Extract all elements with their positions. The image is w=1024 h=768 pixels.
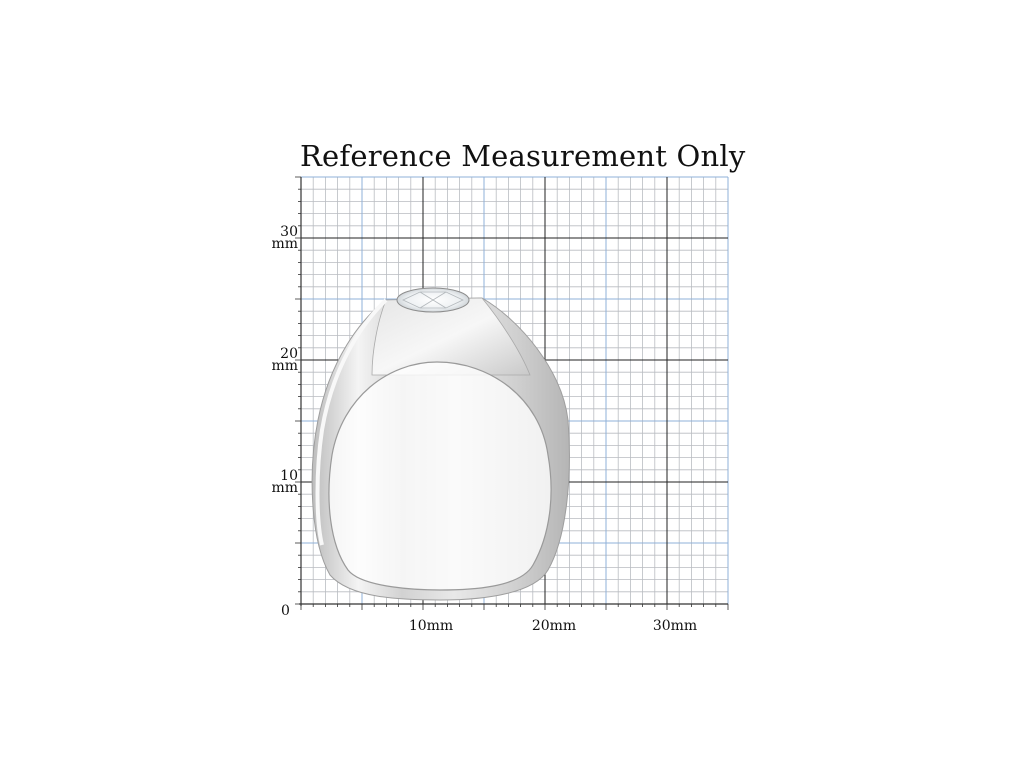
- y-label-30: 30 mm: [266, 224, 298, 252]
- ring-top-plate: [371, 297, 531, 376]
- ring-inner-opening: [328, 361, 552, 591]
- ring-bevel-left: [315, 298, 388, 546]
- y-label-10-value: 10: [280, 468, 298, 484]
- y-label-20: 20 mm: [266, 346, 298, 374]
- x-label-30mm: 30mm: [652, 618, 698, 634]
- x-label-10mm: 10mm: [408, 618, 454, 634]
- x-label-20mm: 20mm: [531, 618, 577, 634]
- axis-ticks: [295, 176, 729, 610]
- figure-title: Reference Measurement Only: [300, 139, 746, 173]
- y-label-30-value: 30: [280, 224, 298, 240]
- ring-image: [311, 287, 570, 601]
- ring-stone-facets: [402, 291, 464, 309]
- y-label-20-value: 20: [280, 346, 298, 362]
- y-label-10: 10 mm: [266, 468, 298, 496]
- origin-label: 0: [281, 603, 290, 619]
- y-label-20-unit: mm: [271, 358, 298, 374]
- y-label-10-unit: mm: [271, 480, 298, 496]
- y-label-30-unit: mm: [271, 236, 298, 252]
